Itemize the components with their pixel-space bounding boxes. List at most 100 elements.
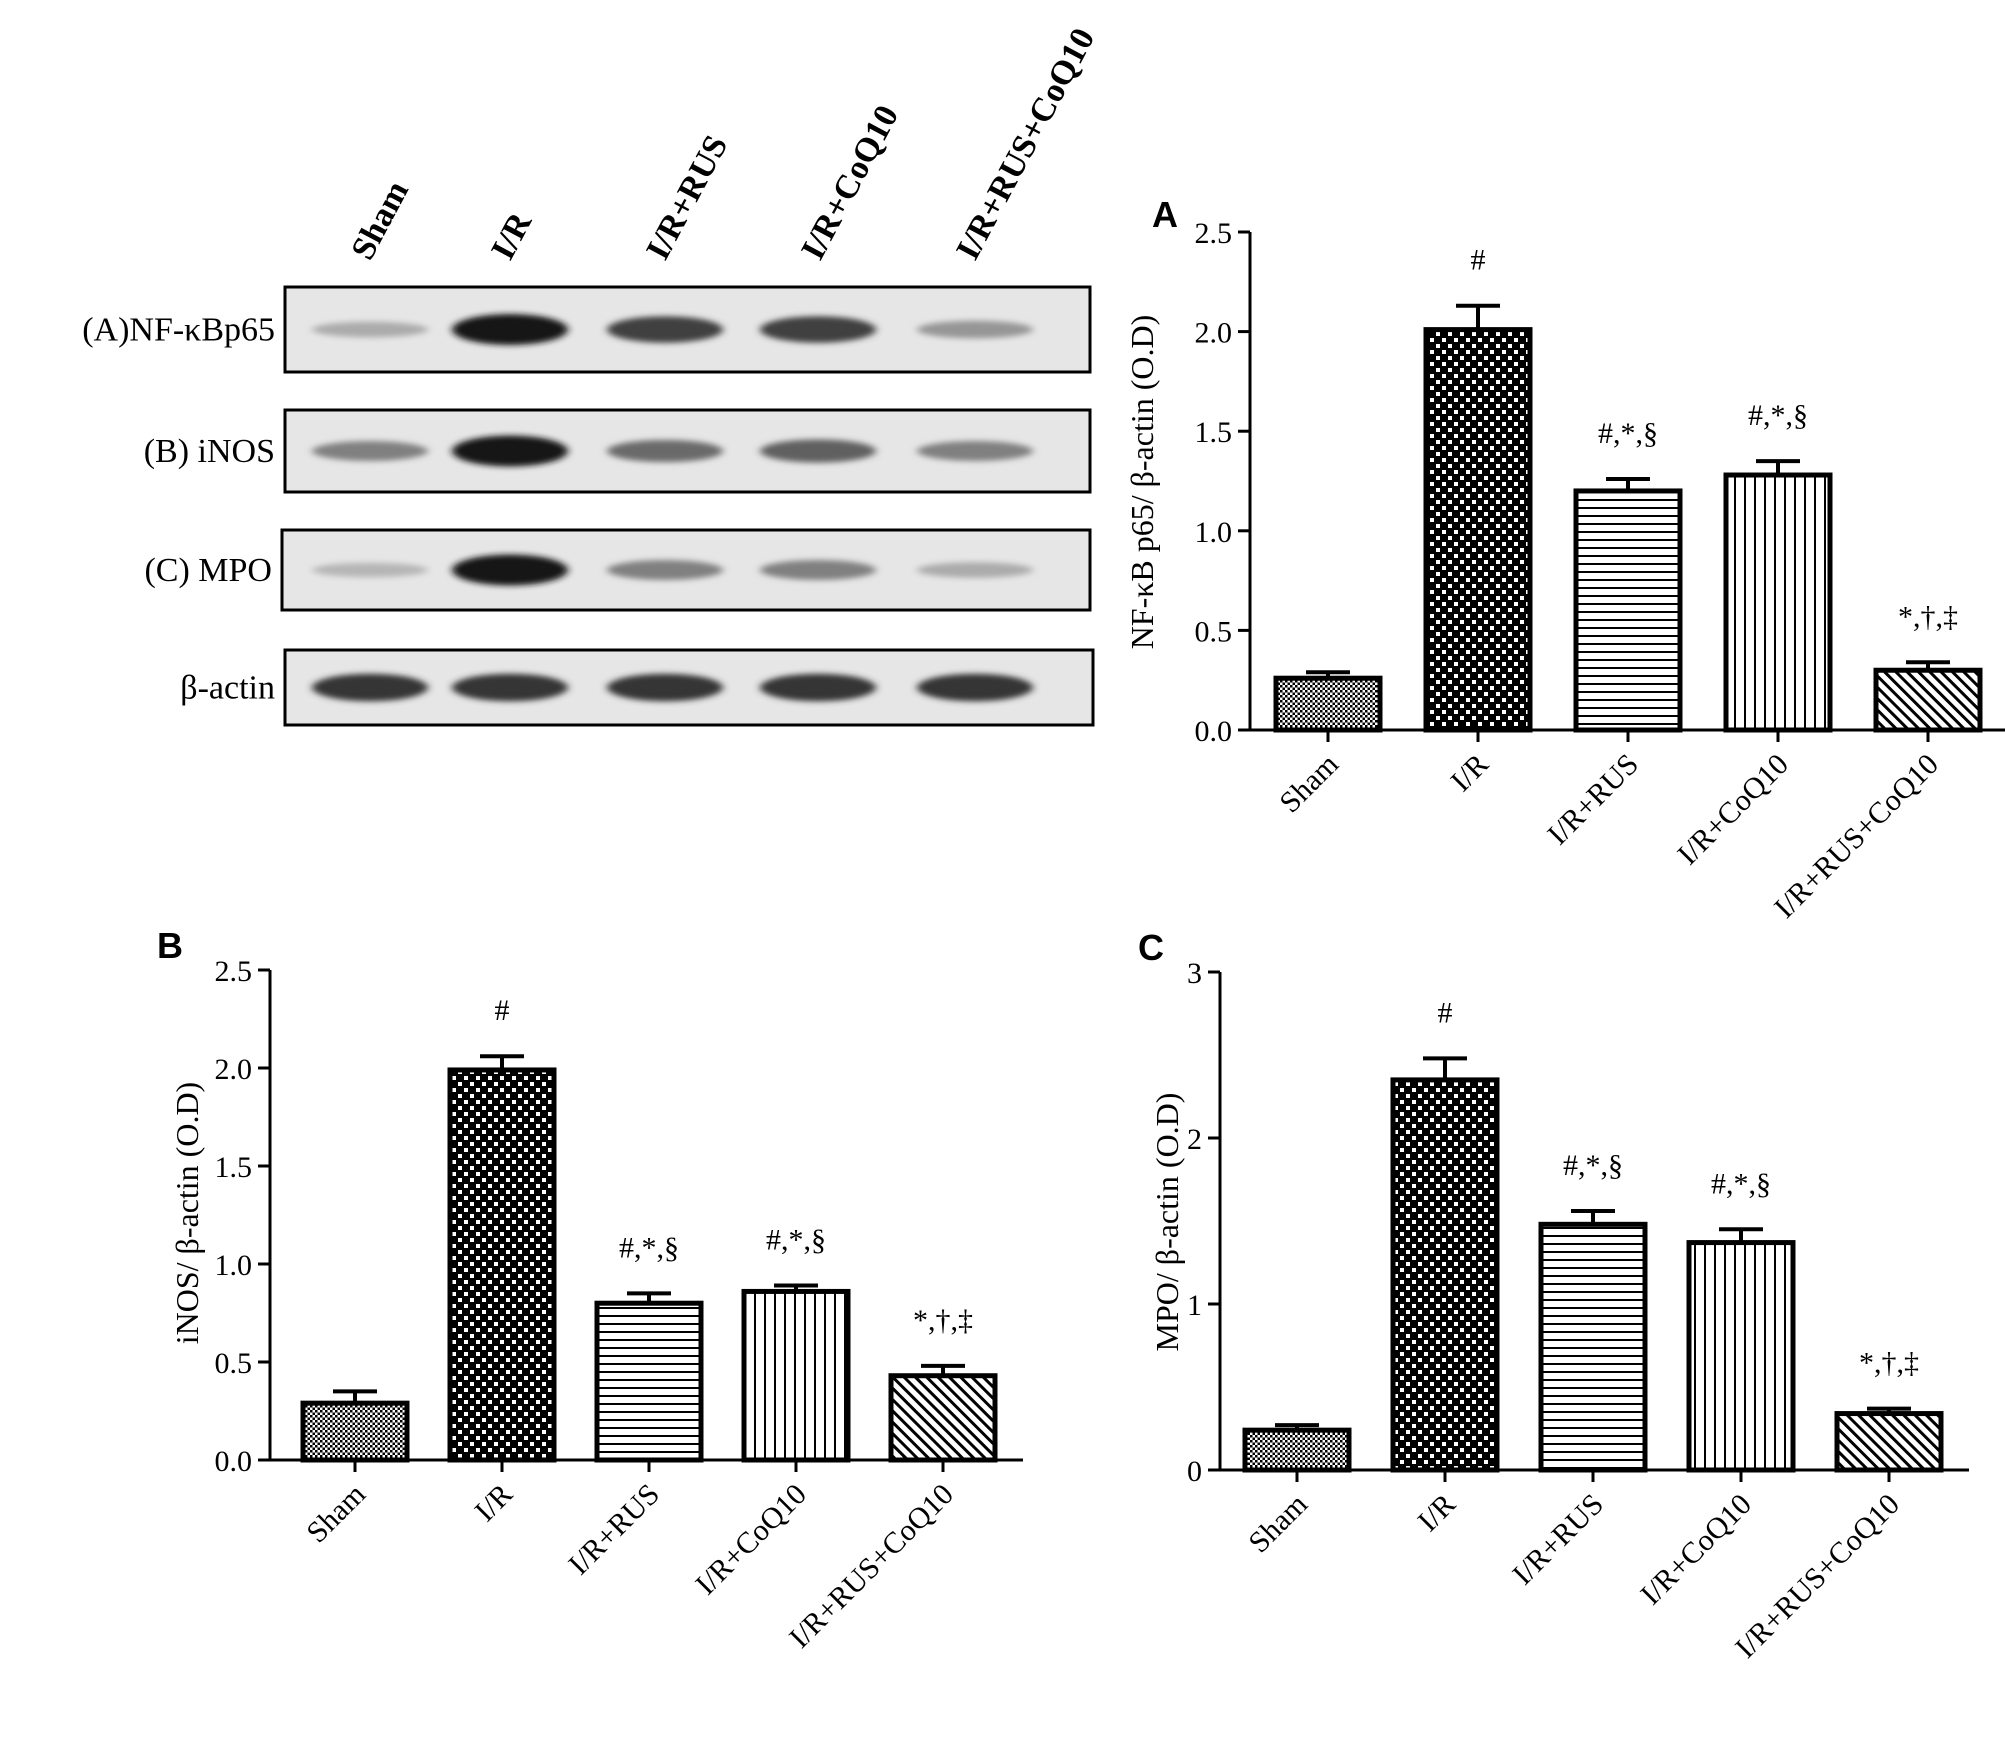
western-blot: Sham I/R I/R+RUS I/R+CoQ10 I/R+RUS+CoQ10 (A)N… xyxy=(82,22,1102,727)
blot-lane-label: Sham xyxy=(344,175,416,266)
x-tick-label: I/R xyxy=(1412,1488,1462,1538)
blot-band xyxy=(312,673,428,702)
blot-row-label: (A)NF-κBp65 xyxy=(82,312,275,349)
bar xyxy=(888,1373,998,1463)
y-tick-label: 2.5 xyxy=(215,955,253,988)
significance-label: *,†,‡ xyxy=(1898,600,1958,633)
blot-band xyxy=(452,314,568,345)
significance-label: #,*,§ xyxy=(1563,1149,1623,1182)
significance-label: #,*,§ xyxy=(1748,399,1808,432)
bar xyxy=(300,1400,410,1463)
y-tick-label: 0.0 xyxy=(215,1445,253,1478)
x-tick-label: I/R+RUS+CoQ10 xyxy=(1768,748,1945,925)
blot-lane-label: I/R+RUS xyxy=(639,130,735,266)
blot-row-label: β-actin xyxy=(180,670,275,707)
blot-band xyxy=(760,673,876,702)
blot-band xyxy=(607,560,723,580)
x-tick-label: I/R+CoQ10 xyxy=(1634,1488,1758,1612)
significance-label: # xyxy=(1438,996,1453,1029)
blot-band xyxy=(917,320,1033,339)
x-tick-label: Sham xyxy=(1273,748,1345,820)
significance-label: *,†,‡ xyxy=(1859,1347,1919,1380)
bar xyxy=(1686,1240,1796,1473)
x-tick-label: I/R+RUS xyxy=(1506,1488,1610,1592)
bar xyxy=(1242,1427,1352,1473)
blot-row: β-actin xyxy=(180,648,1095,727)
x-tick-label: Sham xyxy=(1242,1488,1314,1560)
x-tick-label: I/R+RUS+CoQ10 xyxy=(1729,1488,1906,1665)
blot-lane-label: I/R xyxy=(484,206,539,265)
bar xyxy=(741,1288,851,1463)
bar xyxy=(1723,472,1833,733)
panel-letter: A xyxy=(1152,194,1178,235)
bar xyxy=(594,1300,704,1463)
significance-label: # xyxy=(495,994,510,1027)
significance-label: #,*,§ xyxy=(1598,417,1658,450)
bar xyxy=(1573,488,1683,733)
y-tick-label: 2 xyxy=(1187,1123,1202,1156)
chart-panel-C: C 0 1 2 3 MPO/ β-actin (O.D) Sham I/R # I/R+RUS #,… xyxy=(1138,927,1969,1665)
blot-row-label: (B) iNOS xyxy=(144,433,275,470)
blot-band xyxy=(452,435,568,467)
blot-band xyxy=(917,441,1033,461)
bar xyxy=(1873,667,1983,733)
blot-band xyxy=(312,321,428,338)
x-tick-label: I/R+CoQ10 xyxy=(1671,748,1795,872)
y-tick-label: 1.5 xyxy=(1195,416,1233,449)
y-tick-label: 1.0 xyxy=(215,1249,253,1282)
blot-band xyxy=(760,560,876,580)
bar xyxy=(1538,1221,1648,1473)
y-tick-label: 0.5 xyxy=(215,1347,253,1380)
significance-label: #,*,§ xyxy=(619,1231,679,1264)
y-axis-label: iNOS/ β-actin (O.D) xyxy=(169,1082,205,1344)
y-tick-label: 3 xyxy=(1187,957,1202,990)
blot-lane-label: I/R+RUS+CoQ10 xyxy=(949,22,1102,265)
blot-band xyxy=(917,673,1033,702)
blot-band xyxy=(917,562,1033,578)
y-axis-label: MPO/ β-actin (O.D) xyxy=(1149,1093,1185,1352)
x-tick-label: I/R+CoQ10 xyxy=(689,1478,813,1602)
x-tick-label: I/R xyxy=(469,1478,519,1528)
y-tick-label: 0.5 xyxy=(1195,615,1233,648)
chart-panel-A: A 0.0 0.5 1.0 1.5 2.0 2.5 NF-κB p65/ β-actin (O… xyxy=(1124,194,2005,925)
blot-band xyxy=(312,441,428,461)
panel-letter: C xyxy=(1138,927,1164,968)
blot-band xyxy=(760,316,876,343)
y-tick-label: 2.0 xyxy=(1195,317,1233,350)
bar xyxy=(447,1067,557,1463)
significance-label: #,*,§ xyxy=(766,1224,826,1257)
y-tick-label: 1.5 xyxy=(215,1151,253,1184)
blot-band xyxy=(760,439,876,463)
chart-panel-B: B 0.0 0.5 1.0 1.5 2.0 2.5 iNOS/ β-actin (O.D) Sh… xyxy=(157,925,1023,1655)
blot-band xyxy=(607,673,723,702)
blot-band xyxy=(452,673,568,702)
y-tick-label: 1 xyxy=(1187,1289,1202,1322)
bar xyxy=(1390,1077,1500,1473)
bar xyxy=(1834,1411,1944,1473)
bar xyxy=(1273,675,1383,733)
significance-label: *,†,‡ xyxy=(913,1304,973,1337)
blot-band xyxy=(607,316,723,343)
blot-row: (C) MPO xyxy=(144,528,1092,612)
y-tick-label: 1.0 xyxy=(1195,516,1233,549)
blot-row-label: (C) MPO xyxy=(144,552,272,589)
blot-band xyxy=(312,562,428,578)
x-tick-label: Sham xyxy=(300,1478,372,1550)
panel-letter: B xyxy=(157,925,183,966)
y-axis-label: NF-κB p65/ β-actin (O.D) xyxy=(1124,315,1160,650)
x-tick-label: I/R+RUS xyxy=(562,1478,666,1582)
significance-label: #,*,§ xyxy=(1711,1167,1771,1200)
blot-lane-label: I/R+CoQ10 xyxy=(794,100,906,266)
bar xyxy=(1423,327,1533,733)
x-tick-label: I/R+RUS xyxy=(1541,748,1645,852)
y-tick-label: 2.5 xyxy=(1195,217,1233,250)
blot-band xyxy=(607,439,723,463)
significance-label: # xyxy=(1471,244,1486,277)
blot-row: (A)NF-κBp65 xyxy=(82,285,1092,374)
blot-row: (B) iNOS xyxy=(144,408,1092,494)
bar-charts: A 0.0 0.5 1.0 1.5 2.0 2.5 NF-κB p65/ β-actin (O… xyxy=(157,194,2005,1665)
x-tick-label: I/R xyxy=(1445,748,1495,798)
y-tick-label: 0 xyxy=(1187,1455,1202,1488)
